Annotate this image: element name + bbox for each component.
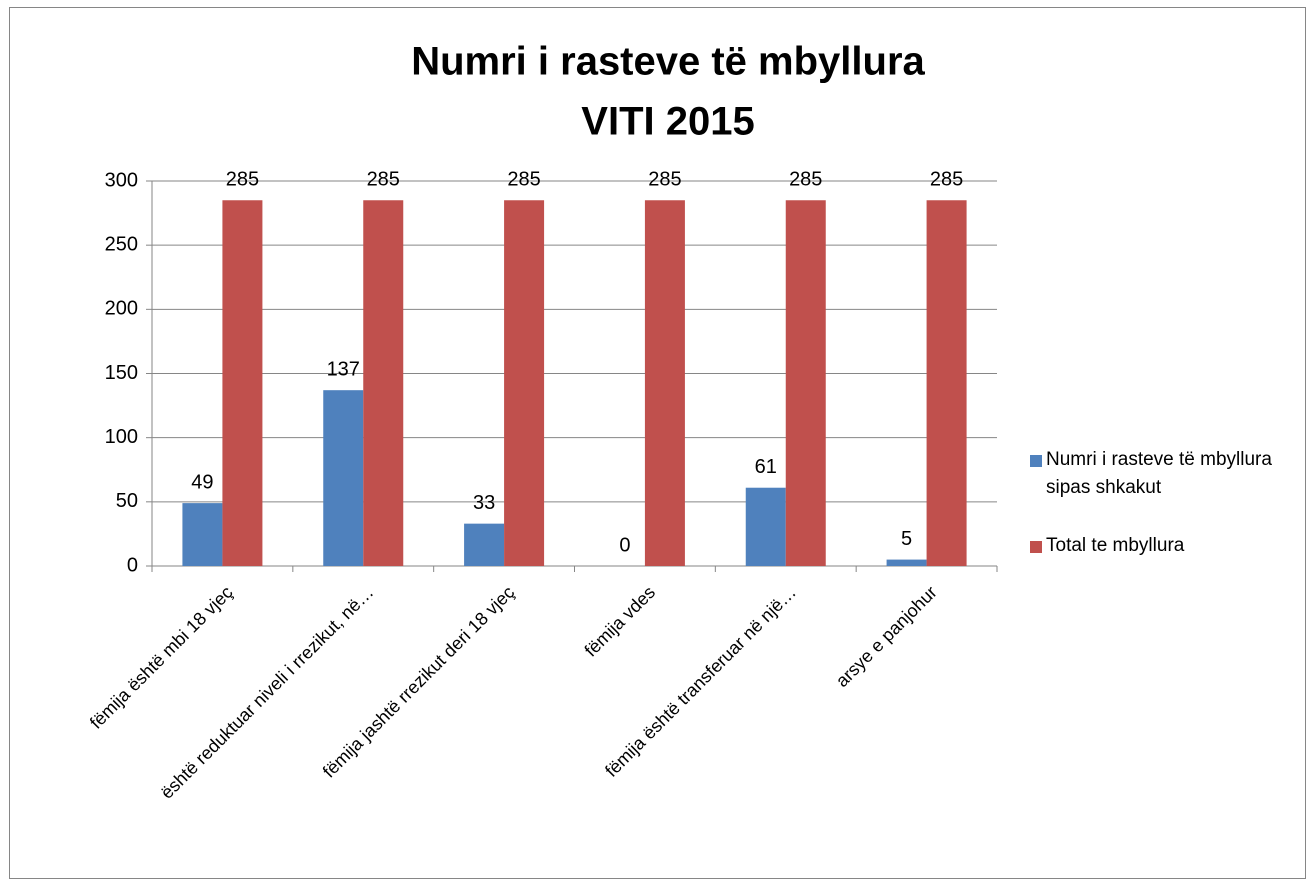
y-tick-label: 0: [127, 554, 138, 576]
chart-title: VITI 2015: [581, 100, 754, 144]
data-label: 137: [327, 358, 360, 380]
data-label: 285: [367, 169, 400, 191]
data-label: 285: [507, 169, 540, 191]
bar: [323, 390, 364, 566]
data-label: 49: [191, 471, 213, 493]
bar: [745, 487, 786, 566]
data-label: 285: [930, 169, 963, 191]
bar: [926, 200, 967, 566]
legend-entry: Numri i rasteve të mbyllura sipas shkaku…: [1046, 449, 1272, 498]
bar: [644, 200, 685, 566]
legend-entry: Total te mbyllura: [1046, 535, 1185, 556]
data-label: 33: [473, 492, 495, 514]
bar: [504, 200, 545, 566]
legend-swatch: [1030, 541, 1042, 553]
data-label: 61: [755, 456, 777, 478]
bar: [886, 559, 927, 566]
data-label: 0: [619, 534, 630, 556]
y-tick-label: 150: [105, 362, 138, 384]
y-tick-label: 300: [105, 169, 138, 191]
y-tick-label: 100: [105, 426, 138, 448]
y-tick-label: 200: [105, 298, 138, 320]
legend-label: Total te mbyllura: [1046, 535, 1185, 556]
legend-swatch: [1030, 455, 1042, 467]
bar: [464, 523, 505, 566]
data-label: 285: [789, 169, 822, 191]
chart-title: Numri i rasteve të mbyllura: [411, 40, 925, 84]
legend-label: Numri i rasteve të mbyllura sipas shkaku…: [1046, 449, 1272, 498]
data-label: 285: [648, 169, 681, 191]
bar: [222, 200, 263, 566]
bar: [363, 200, 404, 566]
data-label: 5: [901, 528, 912, 550]
y-tick-label: 50: [116, 490, 138, 512]
data-label: 285: [226, 169, 259, 191]
bar: [785, 200, 826, 566]
bar: [182, 503, 223, 566]
y-tick-label: 250: [105, 233, 138, 255]
